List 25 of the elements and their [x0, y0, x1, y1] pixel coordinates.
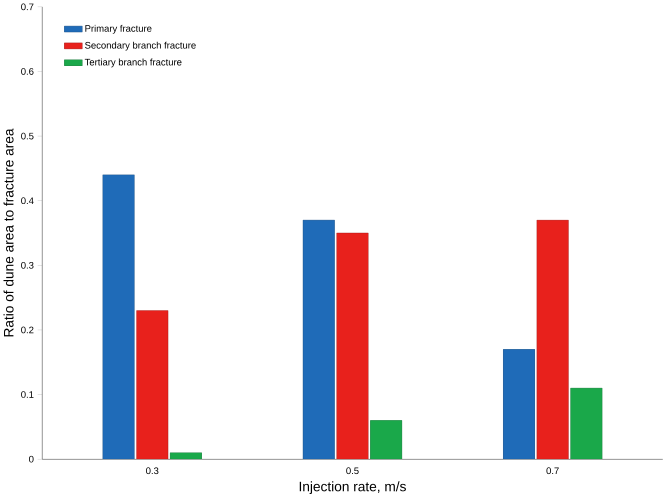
legend-label: Tertiary branch fracture [84, 58, 182, 68]
bar [570, 388, 602, 460]
bar [136, 310, 168, 460]
legend-label: Secondary branch fracture [85, 42, 196, 51]
bar [102, 174, 135, 460]
y-tick-label: 0.7 [21, 4, 34, 10]
y-tick-label: 0.2 [21, 326, 34, 334]
y-tick-label: 0.5 [21, 132, 34, 140]
x-tick-label: 0.7 [546, 468, 559, 474]
y-tick-label: 0.1 [21, 391, 34, 398]
y-tick-label: 0.4 [21, 198, 34, 204]
y-tick-label: 0.6 [21, 68, 34, 76]
y-axis-title: Ratio of dune area to fracture area [4, 128, 14, 337]
x-tick-label: 0.3 [146, 468, 158, 474]
bar [170, 452, 202, 460]
y-tick-label: 0.3 [21, 262, 34, 269]
legend-label: Primary fracture [85, 25, 152, 34]
bar [536, 220, 569, 460]
x-axis-title: Injection rate, m/s [300, 482, 406, 494]
y-tick-label: 0 [29, 456, 34, 463]
bar [370, 420, 402, 460]
x-tick-label: 0.5 [346, 468, 359, 474]
bar [302, 220, 335, 460]
bar [503, 349, 536, 460]
bar [336, 233, 368, 460]
